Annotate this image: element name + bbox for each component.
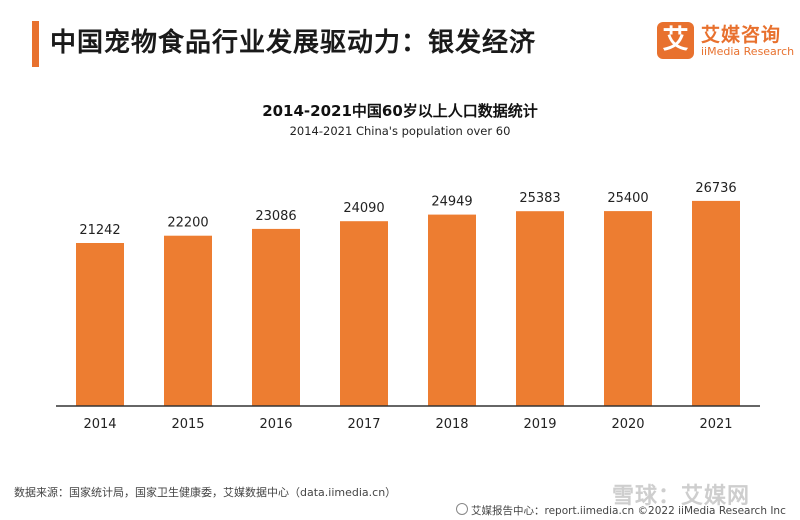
x-tick-label-2015: 2015: [171, 417, 204, 432]
data-label-2016: 23086: [255, 209, 296, 224]
bar-2021: [692, 200, 740, 406]
logo-name-en: iiMedia Research: [701, 45, 795, 58]
title-accent-bar: [32, 21, 39, 67]
data-label-2015: 22200: [167, 216, 208, 231]
data-label-2017: 24090: [343, 201, 384, 216]
data-label-2019: 25383: [519, 191, 560, 206]
iimedia-logo: 艾 艾媒咨询 iiMedia Research: [657, 20, 795, 62]
data-source-note: 数据来源：国家统计局，国家卫生健康委，艾媒数据中心（data.iimedia.c…: [14, 486, 397, 499]
bar-2017: [340, 221, 388, 406]
bar-2015: [164, 235, 212, 406]
bar-2018: [428, 214, 476, 406]
data-label-2014: 21242: [79, 223, 120, 238]
x-tick-label-2017: 2017: [347, 417, 380, 432]
report-center-icon: [456, 503, 468, 515]
bar-2019: [516, 211, 564, 406]
bar-2014: [76, 243, 124, 406]
logo-name-cn: 艾媒咨询: [701, 24, 782, 46]
data-label-2018: 24949: [431, 195, 472, 210]
footer-credit: 艾媒报告中心：report.iimedia.cn ©2022 iiMedia R…: [456, 503, 786, 518]
watermark: 雪球：艾媒网: [612, 484, 751, 509]
x-tick-label-2020: 2020: [611, 417, 644, 432]
data-label-2021: 26736: [695, 181, 736, 196]
x-tick-label-2019: 2019: [523, 417, 556, 432]
chart-title: 2014-2021中国60岁以上人口数据统计: [262, 102, 538, 120]
logo-mark: 艾: [657, 22, 694, 59]
x-tick-label-2018: 2018: [435, 417, 468, 432]
x-tick-label-2014: 2014: [83, 417, 116, 432]
page-title: 中国宠物食品行业发展驱动力：银发经济: [50, 28, 537, 58]
chart-subtitle: 2014-2021 China's population over 60: [289, 124, 511, 138]
footer-text: 艾媒报告中心：report.iimedia.cn ©2022 iiMedia R…: [471, 505, 786, 517]
x-tick-label-2016: 2016: [259, 417, 292, 432]
x-tick-label-2021: 2021: [699, 417, 732, 432]
data-label-2020: 25400: [607, 191, 648, 206]
bar-2020: [604, 211, 652, 406]
bar-2016: [252, 228, 300, 406]
